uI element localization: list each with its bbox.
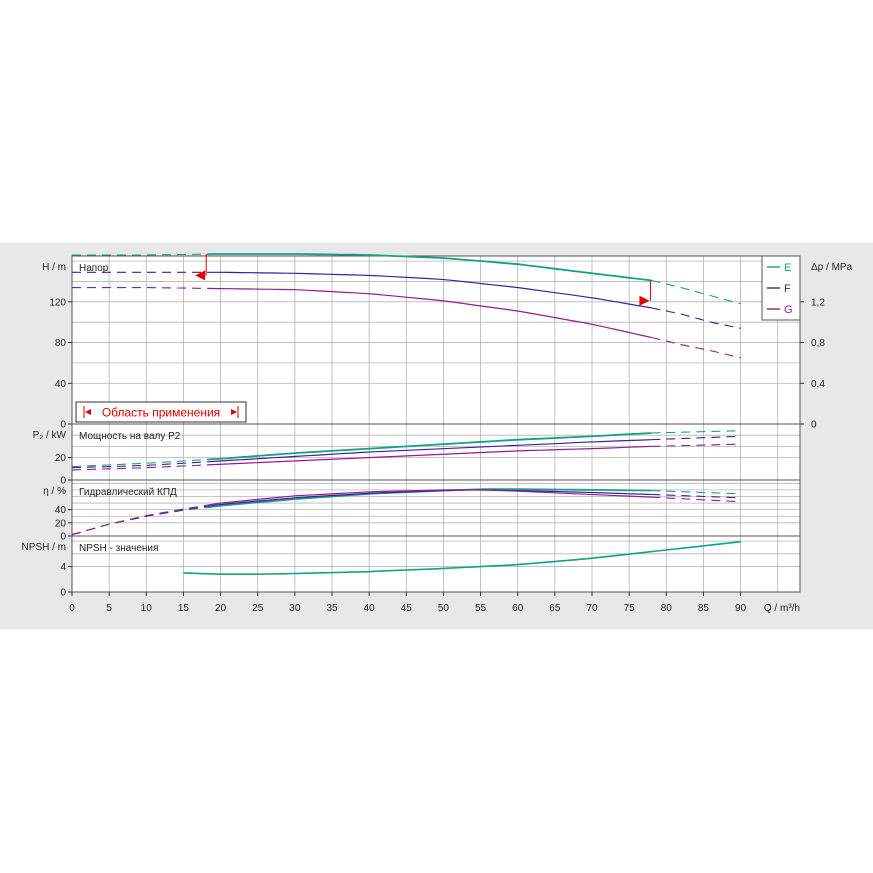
panel-title-npsh: NPSH - значения: [79, 543, 158, 554]
ylabel-head: H / m: [42, 262, 66, 273]
ytick-label-npsh: 0: [60, 588, 66, 599]
y2tick-label: 0: [811, 420, 817, 431]
ytick-label-head: 80: [55, 338, 67, 349]
xtick-label: 85: [698, 603, 710, 614]
xtick-label: 80: [661, 603, 673, 614]
range-marker-left-arrow: [195, 270, 206, 281]
xlabel: Q / m³/h: [764, 603, 800, 614]
grid: [71, 255, 801, 593]
series-line-dashed-G: [72, 287, 208, 289]
series-line-dashed-G: [71, 504, 208, 536]
ytick-label-efficiency: 20: [55, 518, 67, 529]
xtick-label: 60: [512, 603, 524, 614]
legend-label-F: F: [784, 283, 791, 295]
panel-bg-head: [72, 256, 800, 424]
legend-label-G: G: [784, 304, 793, 316]
series-line-dashed-F: [651, 307, 741, 329]
ylabel-power: P₂ / kW: [33, 430, 67, 441]
series-line-G: [207, 287, 652, 339]
range-label-arrow-right: [231, 409, 237, 415]
series-line-G: [207, 445, 652, 466]
ytick-label-efficiency: 40: [55, 505, 67, 516]
y2tick-label: 1,2: [811, 297, 825, 308]
ytick-label-efficiency: 0: [60, 532, 66, 543]
series-line-F: [207, 271, 652, 309]
xtick-label: 15: [178, 603, 190, 614]
series-line-npsh-E: [183, 540, 741, 576]
series-line-dashed-F: [71, 461, 208, 469]
series-line-G: [207, 489, 652, 506]
ytick-label-npsh: 4: [60, 562, 66, 573]
range-label-arrow-left: [85, 409, 91, 415]
panel-frame-npsh: [71, 535, 801, 593]
range-label: Область применения: [102, 406, 220, 420]
series-line-E: [207, 253, 652, 282]
panel-title-power: Мощность на валу P2: [79, 431, 181, 442]
panel-bg-power: [72, 424, 800, 480]
xtick-label: 55: [475, 603, 487, 614]
xtick-label: 30: [289, 603, 301, 614]
curves: [71, 253, 741, 576]
xtick-label: 35: [326, 603, 338, 614]
range-marker-right-arrow: [639, 295, 650, 306]
range-label-box: [75, 401, 247, 423]
xtick-label: 90: [735, 603, 747, 614]
ytick-label-head: 40: [55, 379, 67, 390]
xtick-label: 5: [106, 603, 112, 614]
xtick-label: 20: [215, 603, 227, 614]
ytick-label-power: 20: [55, 453, 67, 464]
ytick-label-head: 120: [49, 297, 66, 308]
ytick-label-power: 0: [60, 476, 66, 487]
series-line-dashed-G: [651, 336, 741, 359]
xtick-label: 75: [624, 603, 636, 614]
y2tick-label: 0,8: [811, 338, 825, 349]
series-line-E: [207, 432, 652, 461]
panel-bg-npsh: [72, 536, 800, 592]
xtick-label: 25: [252, 603, 264, 614]
xtick-label: 10: [141, 603, 153, 614]
series-line-dashed-E: [71, 458, 208, 468]
axis-labels: H / m Напор Δp / MPa Область применения P₂ /…: [22, 255, 853, 614]
xtick-label: 0: [69, 603, 75, 614]
xtick-label: 50: [438, 603, 450, 614]
panel-title-efficiency: Гидравлический КПД: [79, 487, 177, 498]
series-line-F: [207, 489, 652, 507]
ylabel-efficiency: η / %: [43, 486, 66, 497]
xtick-label: 45: [401, 603, 413, 614]
xtick-label: 65: [549, 603, 561, 614]
series-line-F: [207, 439, 652, 463]
y2label: Δp / MPa: [811, 262, 853, 273]
series-line-dashed-E: [651, 279, 741, 305]
ytick-label-head: 0: [60, 420, 66, 431]
ylabel-npsh: NPSH / m: [22, 542, 66, 553]
panel-bg-efficiency: [72, 480, 800, 536]
series-line-dashed-E: [72, 253, 208, 256]
legend-label-E: E: [784, 262, 791, 274]
panel-title-head: Напор: [79, 263, 109, 274]
series-line-dashed-G: [71, 464, 208, 471]
y2tick-label: 0,4: [811, 379, 825, 390]
xtick-label: 40: [364, 603, 376, 614]
xtick-label: 70: [586, 603, 598, 614]
